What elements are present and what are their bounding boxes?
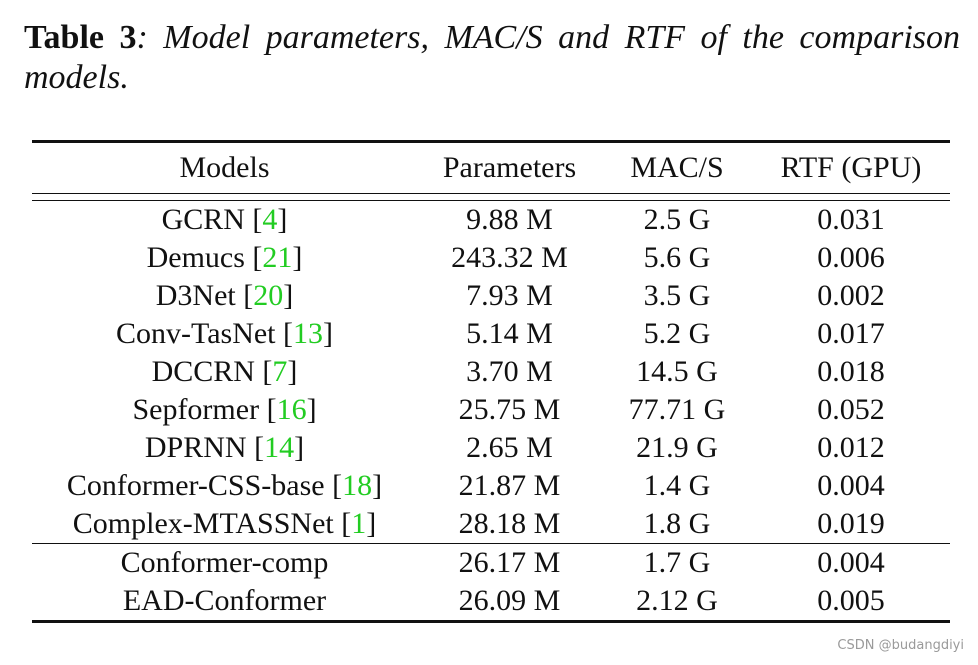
model-name: EAD-Conformer [122,584,327,617]
cell-parameters: 7.93 M [466,279,553,312]
header-macs: MAC/S [630,151,724,184]
table-row: Conv-TasNet [13] 5.14 M 5.2 G 0.017 [32,315,950,353]
header-rule-2 [32,200,950,201]
table-row: Conformer-comp 26.17 M 1.7 G 0.004 [32,544,950,582]
table-row: DPRNN [14] 2.65 M 21.9 G 0.012 [32,429,950,467]
cell-model: Conv-TasNet [13] [115,317,334,350]
cell-model: Complex-MTASSNet [1] [72,507,377,540]
group-separator-rule [32,543,950,544]
cell-model: Conformer-CSS-base [18] [66,469,383,502]
cell-macs: 2.5 G [643,203,711,236]
cell-rtf: 0.012 [817,431,885,464]
cell-macs: 14.5 G [636,355,718,388]
cell-parameters: 2.65 M [466,431,553,464]
reference-link[interactable]: 20 [253,279,284,312]
cell-parameters: 9.88 M [466,203,553,236]
cell-model: DPRNN [14] [144,431,305,464]
table-row: Complex-MTASSNet [1] 28.18 M 1.8 G 0.019 [32,505,950,543]
table-row: GCRN [4] 9.88 M 2.5 G 0.031 [32,201,950,239]
cell-model: Sepformer [16] [132,393,317,426]
cell-macs: 1.7 G [643,546,711,579]
cell-rtf: 0.031 [817,203,885,236]
reference-link[interactable]: 14 [264,431,295,464]
cell-parameters: 21.87 M [458,469,561,502]
reference-link[interactable]: 16 [276,393,307,426]
cell-macs: 1.4 G [643,469,711,502]
cell-macs: 2.12 G [636,584,718,617]
cell-parameters: 243.32 M [451,241,568,274]
cell-model: DCCRN [7] [151,355,298,388]
model-name: DPRNN [144,431,247,464]
cell-rtf: 0.019 [817,507,885,540]
cell-model: EAD-Conformer [32,582,417,620]
cell-model: Demucs [21] [146,241,303,274]
bottom-rule [32,620,950,623]
header-rule-1 [32,193,950,194]
cell-parameters: 28.18 M [458,507,561,540]
model-name: Complex-MTASSNet [72,507,334,540]
header-row: Models Parameters MAC/S RTF (GPU) [32,143,950,193]
cell-parameters: 25.75 M [458,393,561,426]
table-row: Demucs [21] 243.32 M 5.6 G 0.006 [32,239,950,277]
table-caption: Table 3: Model parameters, MAC/S and RTF… [24,18,960,98]
table-body-group1: GCRN [4] 9.88 M 2.5 G 0.031 Demucs [21] 243.3… [32,201,950,543]
reference-link[interactable]: 1 [351,507,367,540]
table-body-group2: Conformer-comp 26.17 M 1.7 G 0.004 EAD-Confo… [32,544,950,620]
header-rtf: RTF (GPU) [780,151,922,184]
reference-link[interactable]: 4 [262,203,278,236]
cell-parameters: 26.09 M [458,584,561,617]
cell-parameters: 5.14 M [466,317,553,350]
reference-link[interactable]: 7 [272,355,288,388]
model-name: Conformer-comp [120,546,329,579]
cell-rtf: 0.005 [817,584,885,617]
cell-model: Conformer-comp [32,544,417,582]
comparison-table: Models Parameters MAC/S RTF (GPU) GCRN [… [32,140,950,623]
cell-parameters: 26.17 M [458,546,561,579]
caption-text: : Model parameters, MAC/S and RTF of the… [24,19,960,96]
cell-macs: 77.71 G [628,393,726,426]
model-name: Sepformer [132,393,260,426]
model-name: Conformer-CSS-base [66,469,325,502]
header-parameters: Parameters [442,151,577,184]
cell-macs: 5.2 G [643,317,711,350]
cell-rtf: 0.004 [817,469,885,502]
cell-rtf: 0.002 [817,279,885,312]
table-row: Sepformer [16] 25.75 M 77.71 G 0.052 [32,391,950,429]
cell-rtf: 0.018 [817,355,885,388]
model-name: D3Net [155,279,236,312]
model-name: DCCRN [151,355,255,388]
model-name: GCRN [161,203,245,236]
cell-macs: 3.5 G [643,279,711,312]
cell-model: GCRN [4] [161,203,288,236]
model-name: Conv-TasNet [115,317,276,350]
top-rule [32,140,950,143]
reference-link[interactable]: 21 [262,241,293,274]
header-models: Models [179,151,270,184]
table-row: EAD-Conformer 26.09 M 2.12 G 0.005 [32,582,950,620]
caption-label: Table 3 [24,19,137,56]
cell-rtf: 0.006 [817,241,885,274]
cell-rtf: 0.017 [817,317,885,350]
table-row: D3Net [20] 7.93 M 3.5 G 0.002 [32,277,950,315]
reference-link[interactable]: 13 [293,317,324,350]
table-row: Conformer-CSS-base [18] 21.87 M 1.4 G 0.004 [32,467,950,505]
cell-rtf: 0.004 [817,546,885,579]
cell-macs: 5.6 G [643,241,711,274]
model-name: Demucs [146,241,245,274]
reference-link[interactable]: 18 [342,469,373,502]
cell-macs: 1.8 G [643,507,711,540]
cell-parameters: 3.70 M [466,355,553,388]
cell-macs: 21.9 G [636,431,718,464]
watermark: CSDN @budangdiyi [837,638,964,653]
cell-rtf: 0.052 [817,393,885,426]
cell-model: D3Net [20] [155,279,294,312]
table-row: DCCRN [7] 3.70 M 14.5 G 0.018 [32,353,950,391]
